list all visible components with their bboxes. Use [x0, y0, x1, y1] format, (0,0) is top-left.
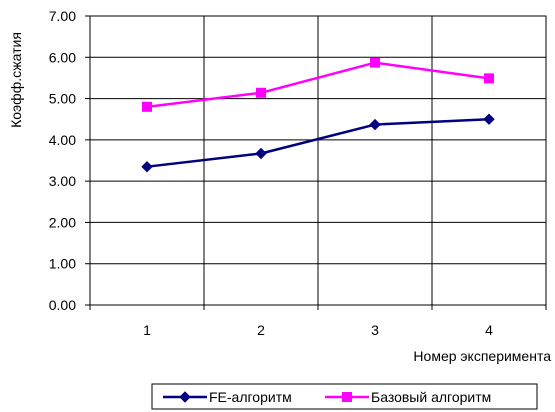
data-point — [256, 87, 266, 98]
x-tick-label: 3 — [371, 322, 379, 338]
series-line — [146, 117, 490, 168]
x-axis-title: Номер эксперимента — [413, 348, 551, 364]
data-point — [369, 118, 381, 131]
legend-marker — [179, 391, 191, 403]
y-axis-ticks: 0.00 1.00 2.00 3.00 4.00 5.00 6.00 7.00 — [49, 8, 90, 313]
data-point — [484, 73, 494, 84]
series-2 — [142, 57, 494, 112]
legend: FE-алгоритм Базовый алгоритм — [151, 383, 538, 410]
y-tick-label: 6.00 — [49, 49, 76, 65]
y-tick-label: 1.00 — [49, 256, 76, 272]
series-1 — [141, 113, 495, 173]
data-point — [483, 113, 495, 125]
gridlines — [90, 16, 546, 305]
legend-item-2: Базовый алгоритм — [325, 389, 491, 405]
legend-marker — [342, 392, 352, 402]
y-tick-label: 7.00 — [49, 8, 76, 24]
x-axis-ticks: 1 2 3 4 — [89, 305, 547, 338]
y-tick-label: 3.00 — [49, 173, 76, 189]
y-tick-label: 0.00 — [49, 297, 76, 313]
x-tick-label: 4 — [485, 322, 493, 338]
y-axis-title: Коэфф.сжатия — [8, 32, 24, 128]
data-point — [255, 147, 267, 160]
legend-items: FE-алгоритм Базовый алгоритм — [163, 389, 491, 405]
legend-label: FE-алгоритм — [209, 389, 292, 405]
data-point — [370, 57, 380, 68]
data-point — [141, 160, 153, 173]
y-tick-label: 2.00 — [49, 214, 76, 230]
data-point — [142, 101, 152, 112]
x-tick-label: 1 — [143, 322, 151, 338]
series-layer — [141, 57, 495, 173]
y-tick-label: 5.00 — [49, 91, 76, 107]
legend-label: Базовый алгоритм — [371, 389, 491, 405]
y-tick-label: 4.00 — [49, 132, 76, 148]
legend-item-1: FE-алгоритм — [163, 389, 292, 405]
x-tick-label: 2 — [257, 322, 265, 338]
series-line — [146, 61, 490, 109]
